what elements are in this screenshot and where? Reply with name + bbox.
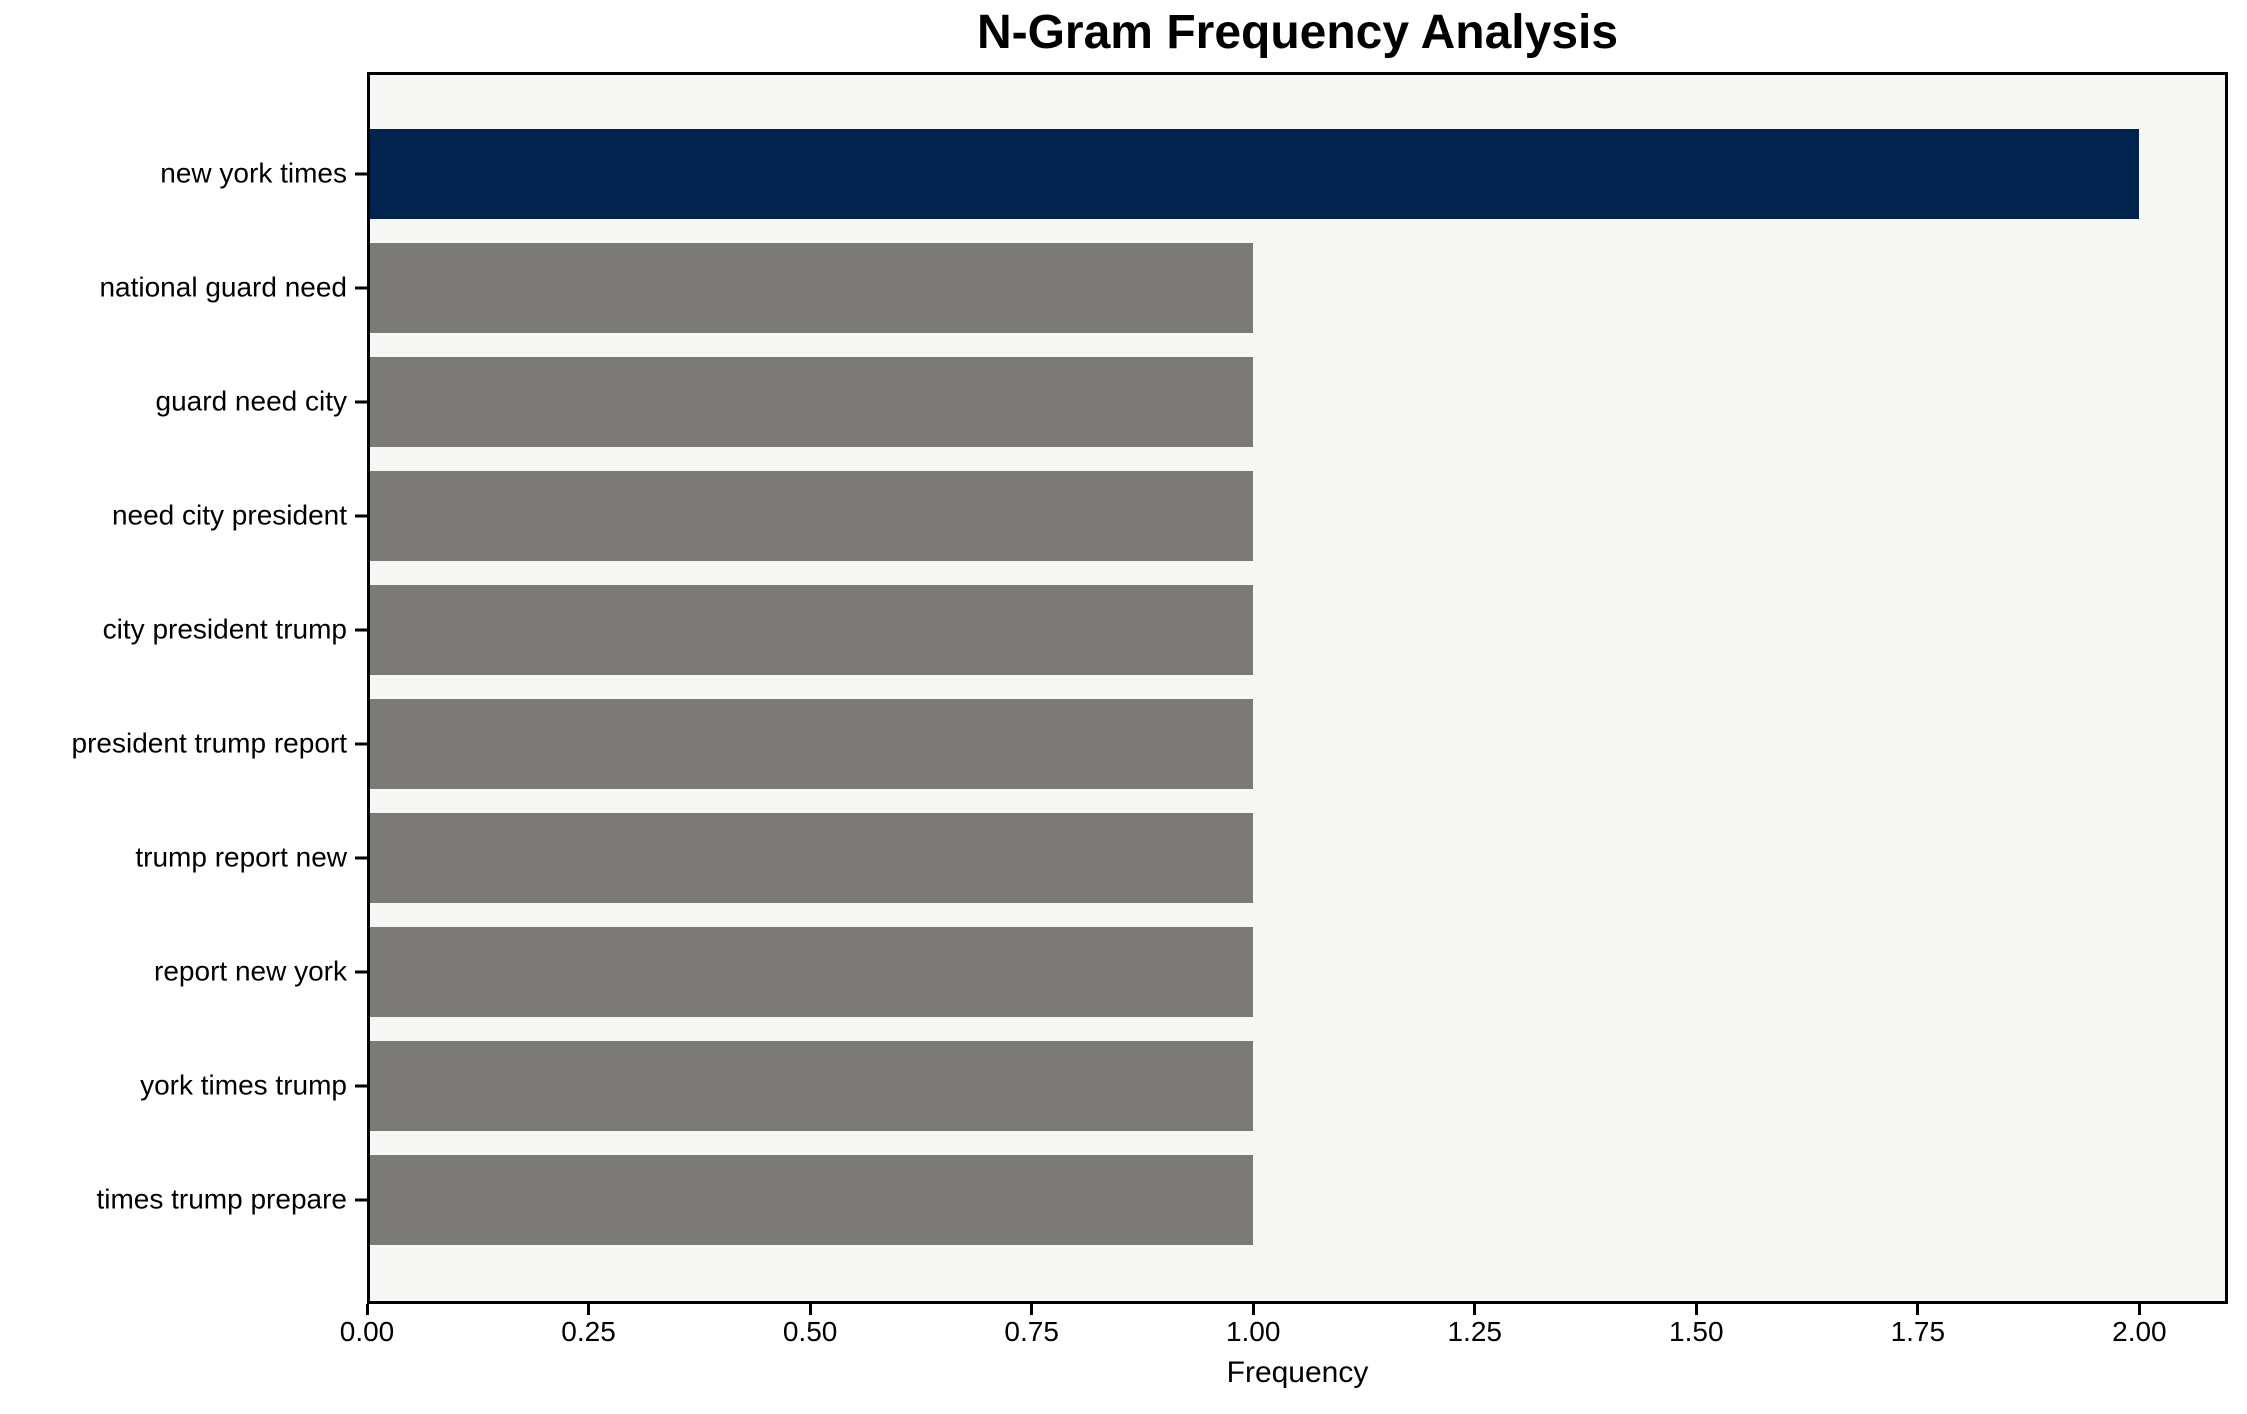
x-tick-label: 0.50 [782,1316,838,1347]
bar [370,243,1254,333]
chart-row: york times trump [0,1029,2247,1143]
y-tick-mark [355,1198,367,1202]
x-tick-label: 0.00 [339,1316,395,1347]
chart-row: city president trump [0,573,2247,687]
x-tick-mark [1251,1304,1255,1315]
chart-row: national guard need [0,231,2247,345]
x-tick-label: 1.00 [1225,1316,1281,1347]
x-tick-label: 0.25 [561,1316,616,1347]
y-tick-mark [355,400,367,404]
bar [370,1041,1254,1131]
y-axis-label: guard need city [155,385,347,417]
bar [370,813,1254,903]
y-axis-label: york times trump [140,1069,347,1101]
y-axis-label: national guard need [99,271,347,303]
x-tick-mark [808,1304,812,1315]
y-tick-mark [355,742,367,746]
bar [370,585,1254,675]
y-axis-label: city president trump [102,613,347,645]
y-tick-mark [355,514,367,518]
x-tick-mark [1473,1304,1477,1315]
x-tick-label: 1.75 [1890,1316,1946,1347]
x-tick-label: 1.50 [1669,1316,1724,1347]
x-tick-label: 0.75 [1004,1316,1059,1347]
y-axis-label: president trump report [71,727,347,759]
bar [370,357,1254,447]
y-tick-mark [355,1084,367,1088]
y-axis-label: new york times [160,157,347,189]
y-tick-mark [355,856,367,860]
bar [370,129,2140,219]
chart-row: guard need city [0,345,2247,459]
y-axis-label: times trump prepare [96,1183,347,1215]
chart-row: trump report new [0,801,2247,915]
x-tick-mark [365,1304,369,1315]
y-tick-mark [355,286,367,290]
y-axis-label: trump report new [135,841,347,873]
bar [370,471,1254,561]
x-axis-label: Frequency [1226,1356,1369,1389]
x-tick-mark [1916,1304,1920,1315]
chart-row: times trump prepare [0,1143,2247,1257]
chart-row: report new york [0,915,2247,1029]
x-tick-mark [587,1304,591,1315]
y-tick-mark [355,172,367,176]
y-tick-mark [355,970,367,974]
bar [370,699,1254,789]
y-axis-label: report new york [154,955,347,987]
y-tick-mark [355,628,367,632]
y-axis-label: need city president [111,499,347,531]
chart-row: need city president [0,459,2247,573]
x-tick-mark [1030,1304,1034,1315]
x-tick-mark [2137,1304,2141,1315]
bar [370,927,1254,1017]
chart-title: N-Gram Frequency Analysis [976,6,1619,59]
chart-row: new york times [0,117,2247,231]
x-tick-label: 2.00 [2112,1316,2167,1347]
x-tick-label: 1.25 [1447,1316,1502,1347]
x-tick-mark [1694,1304,1698,1315]
chart-row: president trump report [0,687,2247,801]
bar [370,1155,1254,1245]
